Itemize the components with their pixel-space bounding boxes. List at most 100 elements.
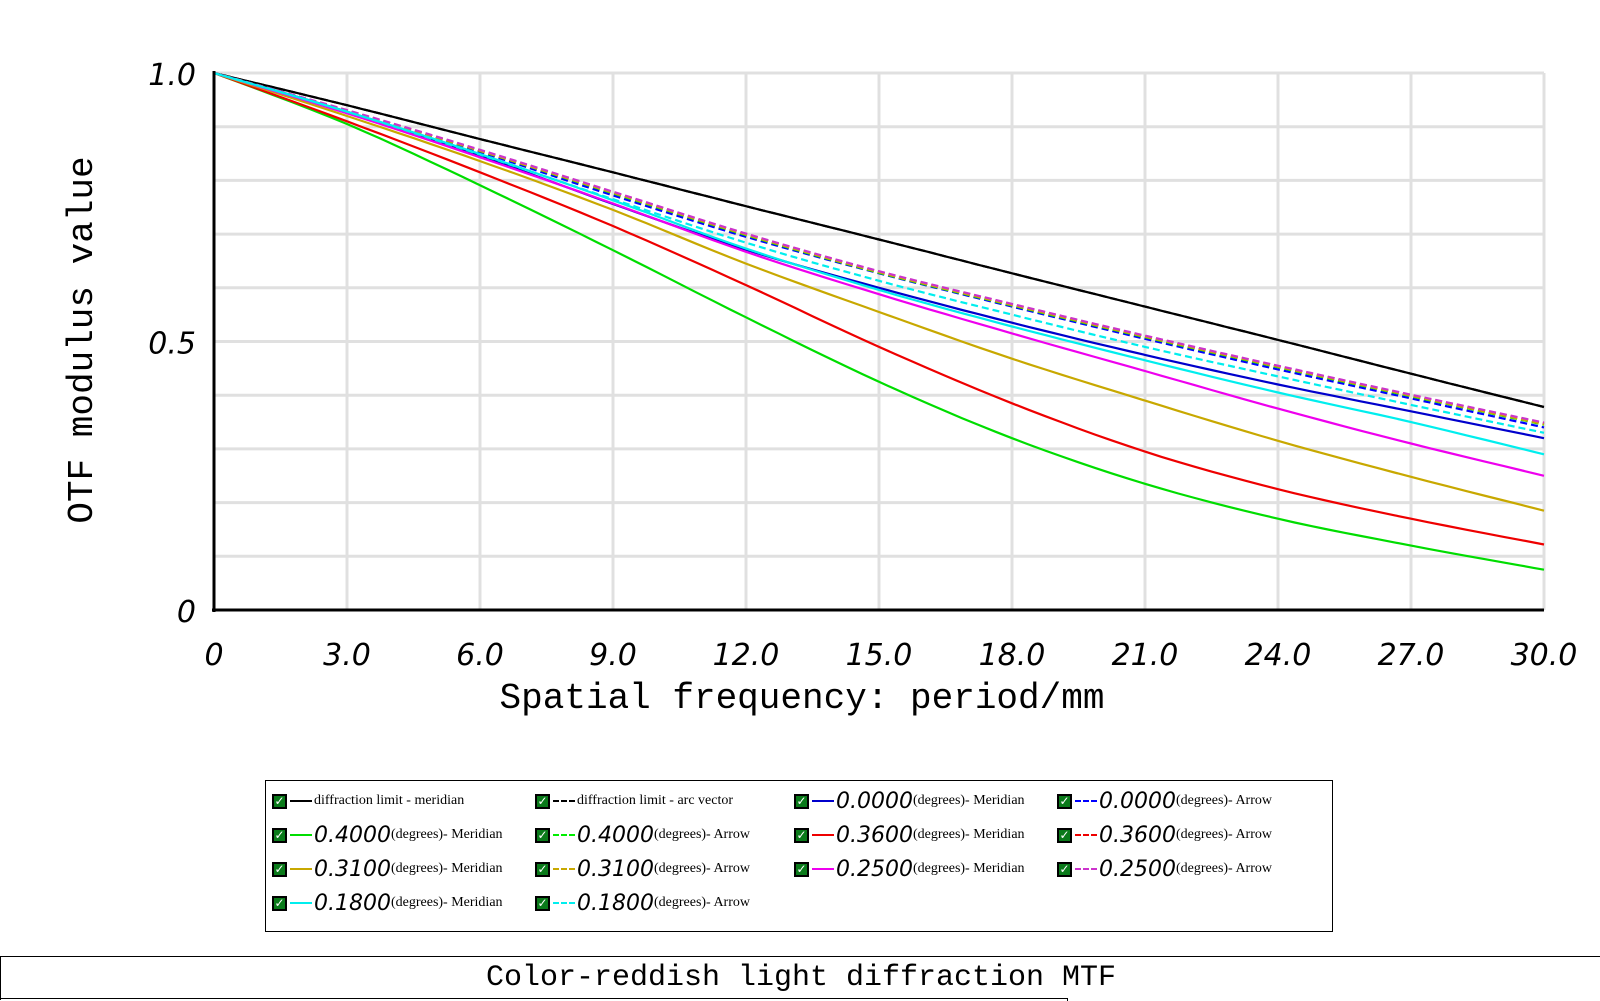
- legend-item[interactable]: ✓ 0.2500 (degrees)- Meridian: [794, 854, 1025, 884]
- legend-swatch: [290, 902, 312, 904]
- legend-checkbox[interactable]: ✓: [1057, 827, 1072, 843]
- legend-label: (degrees)- Meridian: [912, 861, 1025, 876]
- legend-angle: 0.3100: [314, 856, 391, 882]
- legend-swatch: [553, 868, 575, 870]
- legend-item[interactable]: ✓ 0.4000 (degrees)- Meridian: [272, 820, 503, 850]
- legend-angle: 0.4000: [577, 822, 654, 848]
- legend-checkbox[interactable]: ✓: [272, 827, 287, 843]
- legend-checkbox[interactable]: ✓: [272, 793, 287, 809]
- legend-checkbox[interactable]: ✓: [1057, 861, 1072, 877]
- series-line: [213, 71, 1545, 434]
- legend-item[interactable]: ✓ 0.3100 (degrees)- Arrow: [535, 854, 750, 884]
- legend-item[interactable]: ✓ 0.3600 (degrees)- Arrow: [1057, 820, 1272, 850]
- chart-series: [213, 71, 1545, 571]
- y-tick-label: 0.5: [148, 327, 196, 362]
- footer-panel: Color-reddish light diffraction MTF: [0, 956, 1600, 1001]
- series-line: [213, 71, 1545, 571]
- legend-label: (degrees)- Arrow: [1175, 827, 1272, 842]
- checkmark-icon: ✓: [274, 862, 285, 876]
- legend-angle: 0.1800: [577, 890, 654, 916]
- mtf-chart: 0 3.0 6.0 9.0 12.0 15.0 18.0 21.0 24.0 27.0 30.0 0 0…: [62, 58, 1577, 719]
- legend-label: (degrees)- Meridian: [390, 861, 503, 876]
- legend-angle: 0.3600: [836, 822, 913, 848]
- legend-item[interactable]: ✓ 0.0000 (degrees)- Arrow: [1057, 786, 1272, 816]
- x-tick-label: 0: [204, 638, 223, 673]
- footer-title: Color-reddish light diffraction MTF: [485, 961, 1117, 995]
- legend-swatch: [290, 868, 312, 870]
- legend-swatch: [553, 834, 575, 836]
- legend-label: (degrees)- Meridian: [912, 793, 1025, 808]
- x-tick-label: 12.0: [713, 638, 780, 673]
- legend-item[interactable]: ✓ diffraction limit - arc vector: [535, 786, 733, 816]
- legend-label: (degrees)- Arrow: [653, 895, 750, 910]
- legend-checkbox[interactable]: ✓: [1057, 793, 1072, 809]
- legend-angle: 0.2500: [836, 856, 913, 882]
- checkmark-icon: ✓: [537, 862, 548, 876]
- legend-angle: 0.0000: [1099, 788, 1176, 814]
- legend-item[interactable]: ✓ diffraction limit - meridian: [272, 786, 464, 816]
- checkmark-icon: ✓: [1059, 828, 1070, 842]
- x-tick-label: 3.0: [323, 638, 371, 673]
- legend-item[interactable]: ✓ 0.2500 (degrees)- Arrow: [1057, 854, 1272, 884]
- x-axis-title: Spatial frequency: period/mm: [500, 678, 1105, 719]
- legend-checkbox[interactable]: ✓: [535, 793, 550, 809]
- legend-checkbox[interactable]: ✓: [535, 861, 550, 877]
- checkmark-icon: ✓: [537, 828, 548, 842]
- legend-checkbox[interactable]: ✓: [535, 827, 550, 843]
- legend: ✓ diffraction limit - meridian ✓ diffractio…: [265, 780, 1333, 932]
- chart-axes: [212, 71, 1544, 612]
- checkmark-icon: ✓: [796, 828, 807, 842]
- checkmark-icon: ✓: [274, 828, 285, 842]
- legend-swatch: [553, 902, 575, 904]
- legend-swatch: [290, 800, 312, 802]
- legend-swatch: [553, 800, 575, 802]
- x-tick-label: 27.0: [1378, 638, 1445, 673]
- checkmark-icon: ✓: [274, 794, 285, 808]
- legend-item[interactable]: ✓ 0.1800 (degrees)- Meridian: [272, 888, 503, 918]
- x-tick-label: 21.0: [1112, 638, 1179, 673]
- legend-label: (degrees)- Arrow: [653, 827, 750, 842]
- legend-item[interactable]: ✓ 0.4000 (degrees)- Arrow: [535, 820, 750, 850]
- x-tick-label: 6.0: [456, 638, 504, 673]
- legend-checkbox[interactable]: ✓: [794, 827, 809, 843]
- legend-checkbox[interactable]: ✓: [272, 895, 287, 911]
- legend-swatch: [812, 868, 834, 870]
- legend-label: (degrees)- Meridian: [390, 827, 503, 842]
- legend-angle: 0.0000: [836, 788, 913, 814]
- footer-divider: [1, 998, 1068, 999]
- legend-angle: 0.2500: [1099, 856, 1176, 882]
- legend-swatch: [812, 834, 834, 836]
- legend-item[interactable]: ✓ 0.3600 (degrees)- Meridian: [794, 820, 1025, 850]
- legend-swatch: [1075, 834, 1097, 836]
- y-axis-title: OTF modulus value: [62, 156, 103, 523]
- legend-swatch: [1075, 868, 1097, 870]
- chart-ticks: 0 3.0 6.0 9.0 12.0 15.0 18.0 21.0 24.0 27.0 30.0 0 0…: [148, 58, 1577, 673]
- legend-swatch: [812, 800, 834, 802]
- legend-label: (degrees)- Arrow: [653, 861, 750, 876]
- legend-checkbox[interactable]: ✓: [794, 861, 809, 877]
- series-line: [213, 71, 1545, 409]
- legend-swatch: [290, 834, 312, 836]
- legend-label: (degrees)- Meridian: [390, 895, 503, 910]
- legend-checkbox[interactable]: ✓: [272, 861, 287, 877]
- legend-item[interactable]: ✓ 0.0000 (degrees)- Meridian: [794, 786, 1025, 816]
- legend-checkbox[interactable]: ✓: [535, 895, 550, 911]
- x-tick-label: 15.0: [846, 638, 913, 673]
- series-line: [213, 71, 1545, 546]
- legend-label: (degrees)- Arrow: [1175, 861, 1272, 876]
- series-line: [213, 71, 1545, 424]
- checkmark-icon: ✓: [537, 794, 548, 808]
- checkmark-icon: ✓: [1059, 794, 1070, 808]
- legend-item[interactable]: ✓ 0.1800 (degrees)- Arrow: [535, 888, 750, 918]
- x-tick-label: 18.0: [979, 638, 1046, 673]
- legend-checkbox[interactable]: ✓: [794, 793, 809, 809]
- checkmark-icon: ✓: [537, 896, 548, 910]
- legend-item[interactable]: ✓ 0.3100 (degrees)- Meridian: [272, 854, 503, 884]
- checkmark-icon: ✓: [796, 794, 807, 808]
- checkmark-icon: ✓: [274, 896, 285, 910]
- legend-label: diffraction limit - arc vector: [577, 793, 734, 808]
- x-tick-label: 30.0: [1511, 638, 1578, 673]
- legend-angle: 0.1800: [314, 890, 391, 916]
- legend-swatch: [1075, 800, 1097, 802]
- y-tick-label: 1.0: [148, 58, 196, 93]
